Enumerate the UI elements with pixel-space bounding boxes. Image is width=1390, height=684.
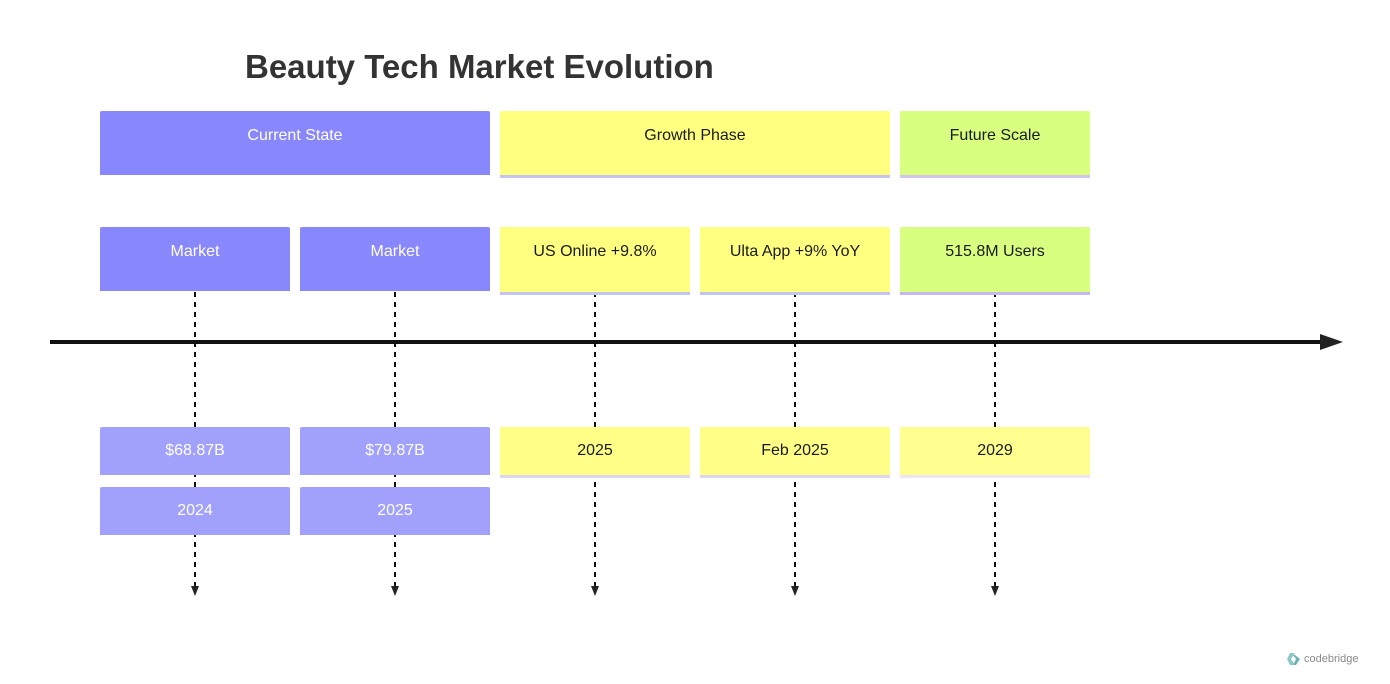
dashed-connector-1 bbox=[191, 292, 199, 596]
brand-text: codebridge bbox=[1304, 653, 1359, 665]
task-ulta-app: Ulta App +9% YoY bbox=[700, 227, 890, 295]
task-us-online: US Online +9.8% bbox=[500, 227, 690, 295]
event-ulta-app-date: Feb 2025 bbox=[700, 427, 890, 478]
connector-arrow-2 bbox=[391, 586, 399, 596]
event-market-value-2024: $68.87B bbox=[100, 427, 290, 475]
task-users: 515.8M Users bbox=[900, 227, 1090, 295]
dashed-connector-3 bbox=[591, 292, 599, 596]
dashed-connector-2 bbox=[391, 292, 399, 596]
brand-watermark: codebridge bbox=[1287, 651, 1358, 667]
connector-arrow-5 bbox=[991, 586, 999, 596]
dashed-connector-5 bbox=[991, 292, 999, 596]
connector-arrow-3 bbox=[591, 586, 599, 596]
codebridge-logo-icon bbox=[1287, 653, 1300, 665]
event-us-online-year: 2025 bbox=[500, 427, 690, 478]
event-year-2025: 2025 bbox=[300, 487, 490, 535]
axis-arrow-head bbox=[1320, 334, 1343, 350]
diagram-title: Beauty Tech Market Evolution bbox=[245, 48, 714, 85]
main-timeline-axis bbox=[50, 334, 1343, 350]
event-users-year: 2029 bbox=[900, 427, 1090, 478]
section-growth-phase: Growth Phase bbox=[500, 111, 890, 178]
task-market-2025: Market bbox=[300, 227, 490, 291]
event-market-value-2025: $79.87B bbox=[300, 427, 490, 475]
section-future-scale: Future Scale bbox=[900, 111, 1090, 178]
section-current-state: Current State bbox=[100, 111, 490, 175]
connector-arrow-1 bbox=[191, 586, 199, 596]
task-market-2024: Market bbox=[100, 227, 290, 291]
connector-arrow-4 bbox=[791, 586, 799, 596]
dashed-connector-4 bbox=[791, 292, 799, 596]
event-year-2024: 2024 bbox=[100, 487, 290, 535]
